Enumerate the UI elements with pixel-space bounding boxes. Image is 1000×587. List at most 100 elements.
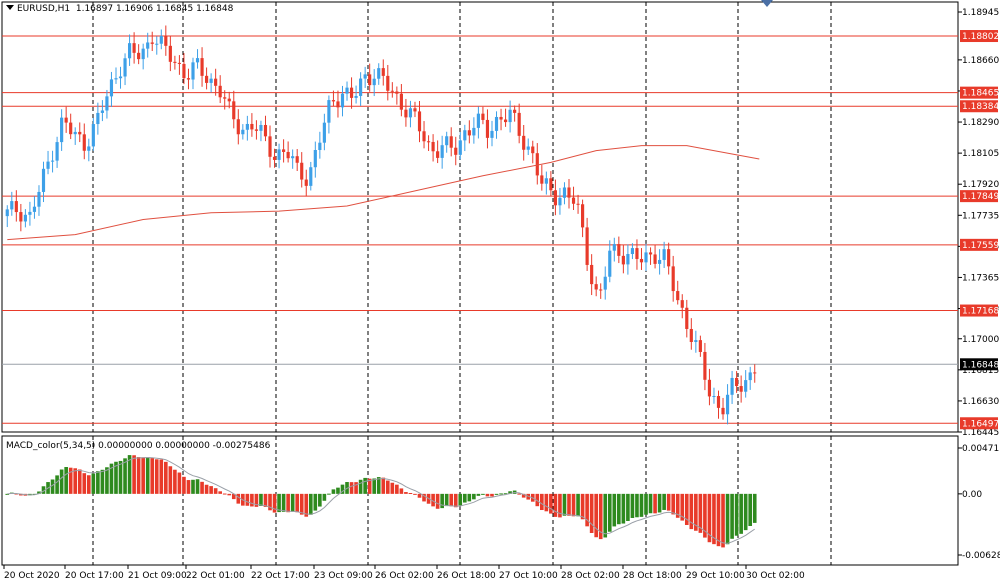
macd-bar [444,493,449,507]
y-tick-label: 1.17920 [962,180,999,190]
candle-body [635,248,639,259]
macd-bar [268,493,272,511]
macd-bar [684,493,689,525]
candle-body [182,63,186,79]
candle-body [399,93,403,110]
candle-body [363,74,367,79]
price-level-label: 1.18802 [962,32,999,42]
candle-body [14,201,18,213]
macd-bar [336,487,340,494]
candle-body [467,130,471,136]
macd-bar [440,493,444,509]
macd-bar [743,493,748,531]
candle-body [522,135,526,150]
macd-bar [449,493,454,507]
macd-bar [145,457,150,494]
candle-body [617,244,621,256]
macd-bar [96,471,100,494]
macd-bar [521,493,526,498]
macd-bar [376,477,381,494]
macd-bar [748,493,753,526]
candle-body [725,394,730,415]
chart-shift-icon[interactable] [761,0,773,7]
x-tick-label: 22 Oct 17:00 [251,571,310,581]
price-level-tag [960,417,998,430]
macd-bar [725,493,730,545]
candle-body [268,136,272,157]
macd-bar [204,484,209,494]
current-price-tag [960,358,998,371]
macd-bar [304,493,309,517]
candle-body [177,62,181,64]
macd-bar [173,469,177,494]
candle-body [114,78,118,80]
candle-body [744,380,748,392]
candle-body [232,101,236,120]
candle-body [639,258,644,263]
x-tick-label: 22 Oct 01:00 [186,571,245,581]
macd-bar [222,493,227,495]
candle-body [608,250,612,277]
macd-bar [136,457,141,494]
candle-body [621,255,625,265]
macd-bar [254,493,259,507]
macd-bar [272,493,277,513]
candle-body [658,259,662,264]
candle-body [46,161,50,169]
macd-bar [159,459,164,494]
candle-body [703,351,707,380]
candle-body [5,209,9,217]
y-tick-label: 1.16630 [962,397,999,407]
price-level-tag [960,238,998,251]
candle-body [707,379,712,397]
candle-body [300,162,304,180]
candle-body [164,35,168,46]
candle-body [671,266,675,292]
x-tick-label: 28 Oct 18:00 [623,571,682,581]
candle-body [23,214,27,222]
macd-bar [213,488,218,494]
macd-bar [472,493,476,500]
y-tick-label: 1.16445 [962,428,999,438]
macd-bar [385,480,390,494]
candle-body [517,112,521,136]
candle-body [626,254,630,265]
candle-body [295,156,299,163]
macd-bar [308,493,313,515]
candle-body [277,149,281,160]
macd-bar [390,482,395,494]
chart-menu-triangle-icon[interactable] [6,5,14,10]
x-tick-label: 28 Oct 02:00 [561,571,620,581]
macd-bar [227,493,232,496]
macd-bar [535,493,540,507]
macd-bar [544,493,549,512]
candle-body [146,42,150,49]
candle-body [567,187,571,198]
y-tick-label: 1.18945 [962,8,999,18]
candle-body [599,289,603,291]
candle-body [386,75,390,91]
candle-body [282,149,286,152]
candle-body [426,141,431,143]
macd-bar [553,493,558,517]
macd-bar [399,488,404,494]
price-level-label: 1.17559 [962,241,999,251]
candle-body [318,142,322,151]
macd-bar [549,493,553,514]
y-tick-label: 1.16815 [962,366,999,376]
macd-bar [299,493,304,515]
macd-bar [50,479,55,494]
macd-bar [154,459,159,494]
candle-body [698,340,702,352]
macd-bar [123,458,127,494]
macd-plot-frame [1,435,959,566]
macd-bar [617,493,621,525]
macd-bar [653,493,657,514]
candle-body [381,68,385,76]
macd-bar [453,493,458,508]
candle-body [445,136,449,146]
candle-body [272,156,277,160]
macd-bar [37,491,41,494]
macd-bar [290,493,295,512]
